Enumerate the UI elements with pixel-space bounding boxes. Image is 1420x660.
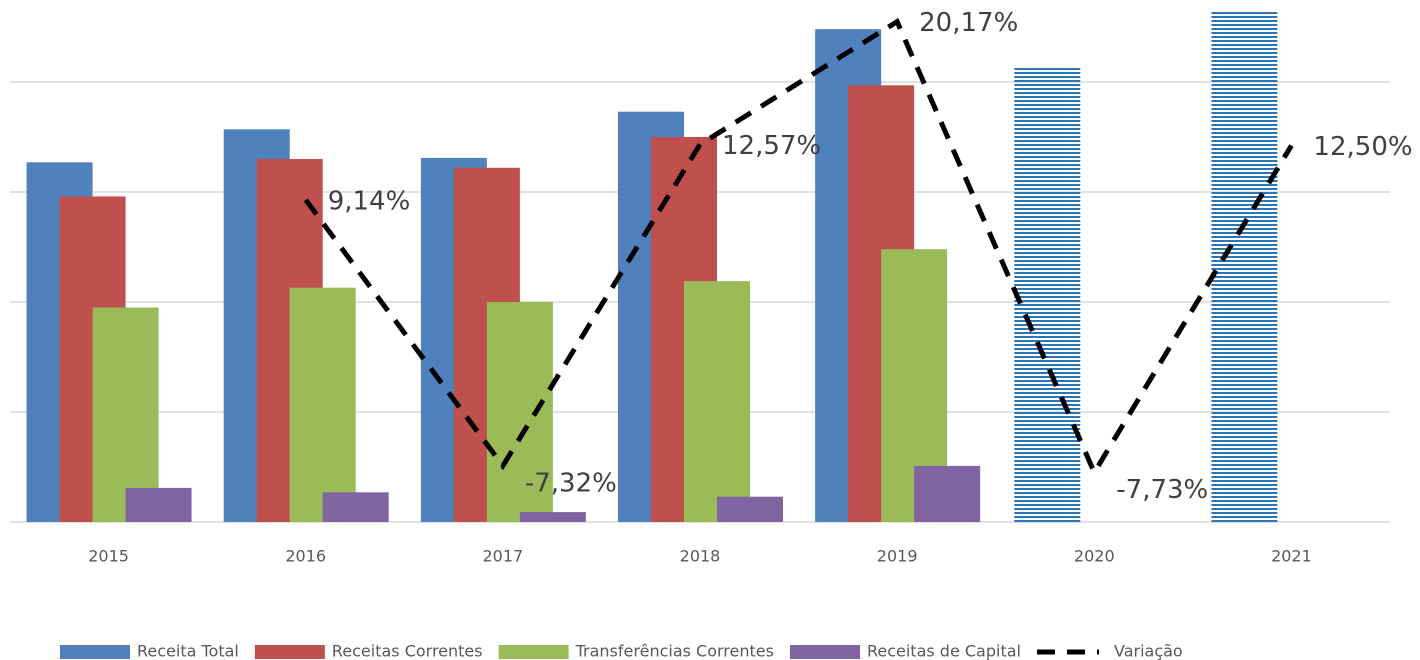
legend-label: Receita Total	[137, 642, 239, 660]
bar	[914, 465, 981, 522]
data-label: 20,17%	[919, 8, 1018, 38]
bar	[322, 492, 389, 522]
legend-label: Receitas Correntes	[332, 642, 483, 660]
data-label: -7,32%	[525, 468, 617, 498]
x-tick-label: 2021	[1271, 547, 1312, 566]
x-tick-label: 2020	[1074, 547, 1115, 566]
legend-swatch	[254, 645, 325, 659]
bar	[519, 512, 586, 522]
projection-bar	[1014, 67, 1081, 522]
projection-bar	[1211, 11, 1278, 522]
x-tick-label: 2016	[285, 547, 326, 566]
legend-swatch	[498, 645, 569, 659]
legend-label: Transferências Correntes	[575, 642, 774, 660]
data-label: 12,50%	[1313, 132, 1412, 162]
legend-label: Variação	[1114, 642, 1183, 660]
x-tick-label: 2017	[482, 547, 523, 566]
legend-swatch	[60, 645, 130, 659]
x-tick-label: 2018	[680, 547, 721, 566]
bar	[486, 302, 553, 522]
data-label: 12,57%	[722, 131, 821, 161]
line	[303, 17, 1294, 478]
bar	[92, 307, 159, 522]
x-tick-label: 2019	[877, 547, 918, 566]
legend-label: Receitas de Capital	[867, 642, 1021, 660]
data-label: 9,14%	[328, 186, 411, 216]
legend-swatch	[789, 645, 860, 659]
data-label: -7,73%	[1116, 475, 1208, 505]
bar	[684, 281, 750, 522]
bar	[289, 287, 356, 522]
x-tick-label: 2015	[88, 547, 129, 566]
bar	[125, 487, 192, 522]
bar	[717, 496, 783, 522]
